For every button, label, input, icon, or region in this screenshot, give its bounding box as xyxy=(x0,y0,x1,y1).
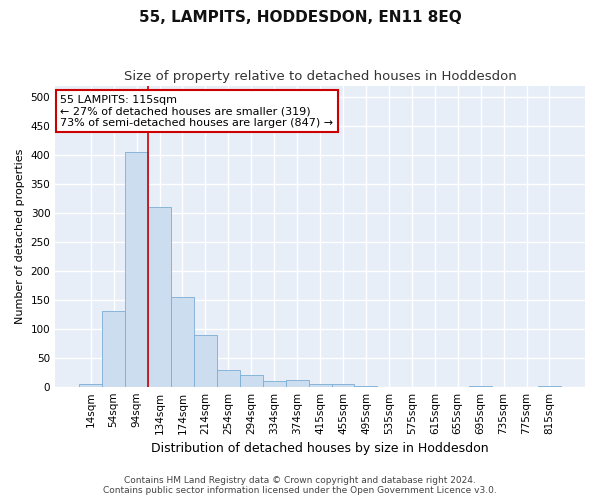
Bar xyxy=(79,384,102,386)
Text: 55, LAMPITS, HODDESDON, EN11 8EQ: 55, LAMPITS, HODDESDON, EN11 8EQ xyxy=(139,10,461,25)
Bar xyxy=(148,207,171,386)
Bar xyxy=(171,297,194,386)
Bar xyxy=(308,384,332,386)
Text: Contains HM Land Registry data © Crown copyright and database right 2024.
Contai: Contains HM Land Registry data © Crown c… xyxy=(103,476,497,495)
Bar xyxy=(217,370,240,386)
X-axis label: Distribution of detached houses by size in Hoddesdon: Distribution of detached houses by size … xyxy=(151,442,489,455)
Bar xyxy=(102,312,125,386)
Bar xyxy=(194,334,217,386)
Bar xyxy=(240,375,263,386)
Bar xyxy=(125,152,148,386)
Bar xyxy=(332,384,355,386)
Y-axis label: Number of detached properties: Number of detached properties xyxy=(15,148,25,324)
Text: 55 LAMPITS: 115sqm
← 27% of detached houses are smaller (319)
73% of semi-detach: 55 LAMPITS: 115sqm ← 27% of detached hou… xyxy=(61,94,334,128)
Bar xyxy=(263,381,286,386)
Bar xyxy=(286,380,308,386)
Title: Size of property relative to detached houses in Hoddesdon: Size of property relative to detached ho… xyxy=(124,70,517,83)
